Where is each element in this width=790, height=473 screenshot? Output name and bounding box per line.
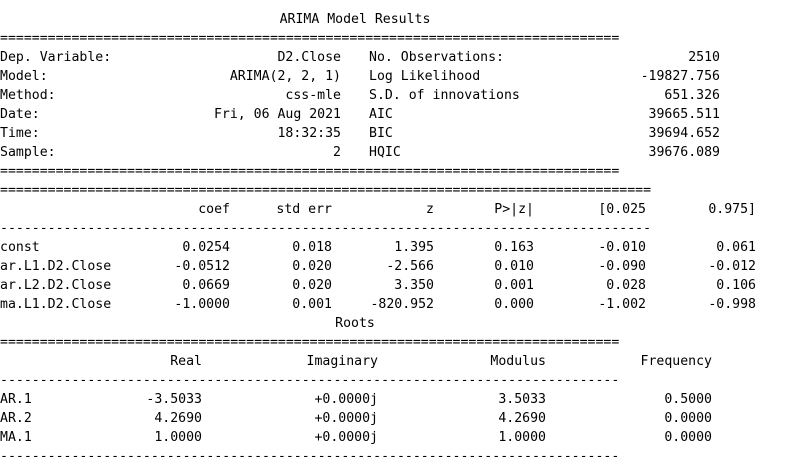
coef-cell: -2.566 <box>386 259 434 274</box>
summary-value: Fri, 06 Aug 2021 <box>213 107 341 122</box>
coef-cell: -0.998 <box>708 297 756 312</box>
summary-label: BIC <box>369 126 393 141</box>
summary-value: -19827.756 <box>640 69 720 84</box>
coef-row-name: ma.L1.D2.Close <box>0 297 112 312</box>
roots-row-name: AR.1 <box>0 392 32 407</box>
summary-value: D2.Close <box>277 50 341 65</box>
coef-cell: 3.350 <box>394 278 434 293</box>
summary-label: Time: <box>0 126 40 141</box>
roots-cell: +0.0000j <box>314 430 378 445</box>
coef-cell: 1.395 <box>394 240 434 255</box>
coef-cell: -1.0000 <box>174 297 230 312</box>
roots-cell: 0.0000 <box>664 411 712 426</box>
roots-header: Modulus <box>490 354 546 369</box>
coef-cell: 0.163 <box>494 240 534 255</box>
coef-cell: -820.952 <box>370 297 434 312</box>
coef-cell: -0.012 <box>708 259 756 274</box>
summary-label: Dep. Variable: <box>0 50 112 65</box>
summary-label: Date: <box>0 107 40 122</box>
roots-row-name: MA.1 <box>0 430 32 445</box>
summary-value: 2510 <box>688 50 720 65</box>
dashed-rule: ----------------------------------------… <box>0 221 652 236</box>
summary-value: 18:32:35 <box>277 126 341 141</box>
summary-label: Method: <box>0 88 56 103</box>
roots-cell: 0.0000 <box>664 430 712 445</box>
dashed-rule: ----------------------------------------… <box>0 373 620 388</box>
roots-header: Real <box>170 354 202 369</box>
summary-label: S.D. of innovations <box>369 88 520 103</box>
coef-cell: -1.002 <box>598 297 646 312</box>
roots-cell: 4.2690 <box>498 411 546 426</box>
coef-cell: 0.061 <box>716 240 756 255</box>
summary-value: 651.326 <box>664 88 720 103</box>
coef-cell: 0.0669 <box>182 278 230 293</box>
double-rule: ========================================… <box>0 335 620 350</box>
double-rule: ========================================… <box>0 183 652 198</box>
coef-cell: 0.000 <box>494 297 534 312</box>
summary-value: css-mle <box>285 88 341 103</box>
coef-cell: -0.0512 <box>174 259 230 274</box>
roots-header: Imaginary <box>306 354 378 369</box>
coef-header: 0.975] <box>708 202 756 217</box>
summary-value: ARIMA(2, 2, 1) <box>229 69 341 84</box>
coef-cell: 0.001 <box>494 278 534 293</box>
coef-cell: 0.0254 <box>182 240 230 255</box>
coef-row-name: ar.L2.D2.Close <box>0 278 112 293</box>
coef-header: z <box>426 202 434 217</box>
coef-cell: 0.020 <box>292 259 332 274</box>
coef-header: std err <box>276 202 332 217</box>
coef-row-name: const <box>0 240 40 255</box>
coef-header: [0.025 <box>598 202 646 217</box>
summary-value: 39665.511 <box>648 107 720 122</box>
coef-cell: 0.106 <box>716 278 756 293</box>
results-title: ARIMA Model Results <box>279 12 431 27</box>
double-rule: ========================================… <box>0 164 620 179</box>
roots-cell: +0.0000j <box>314 411 378 426</box>
coef-cell: 0.018 <box>292 240 332 255</box>
summary-value: 39694.652 <box>648 126 720 141</box>
summary-label: HQIC <box>369 145 401 160</box>
roots-cell: 4.2690 <box>154 411 202 426</box>
summary-label: Model: <box>0 69 48 84</box>
roots-cell: -3.5033 <box>146 392 202 407</box>
summary-value: 39676.089 <box>648 145 720 160</box>
summary-label: No. Observations: <box>369 50 504 65</box>
summary-label: Log Likelihood <box>369 69 481 84</box>
roots-row-name: AR.2 <box>0 411 32 426</box>
coef-header: P>|z| <box>494 202 534 217</box>
roots-cell: 3.5033 <box>498 392 546 407</box>
coef-cell: 0.028 <box>606 278 646 293</box>
coef-row-name: ar.L1.D2.Close <box>0 259 112 274</box>
coef-header: coef <box>198 202 230 217</box>
coef-cell: 0.020 <box>292 278 332 293</box>
summary-label: Sample: <box>0 145 56 160</box>
roots-cell: 1.0000 <box>154 430 202 445</box>
dashed-rule: ----------------------------------------… <box>0 449 620 464</box>
roots-cell: 0.5000 <box>664 392 712 407</box>
roots-header: Frequency <box>640 354 712 369</box>
coef-cell: 0.010 <box>494 259 534 274</box>
coef-cell: -0.010 <box>598 240 646 255</box>
summary-label: AIC <box>369 107 393 122</box>
summary-value: 2 <box>333 145 341 160</box>
coef-cell: 0.001 <box>292 297 332 312</box>
coef-cell: -0.090 <box>598 259 646 274</box>
roots-cell: 1.0000 <box>498 430 546 445</box>
roots-cell: +0.0000j <box>314 392 378 407</box>
roots-title: Roots <box>335 316 375 331</box>
double-rule: ========================================… <box>0 31 620 46</box>
